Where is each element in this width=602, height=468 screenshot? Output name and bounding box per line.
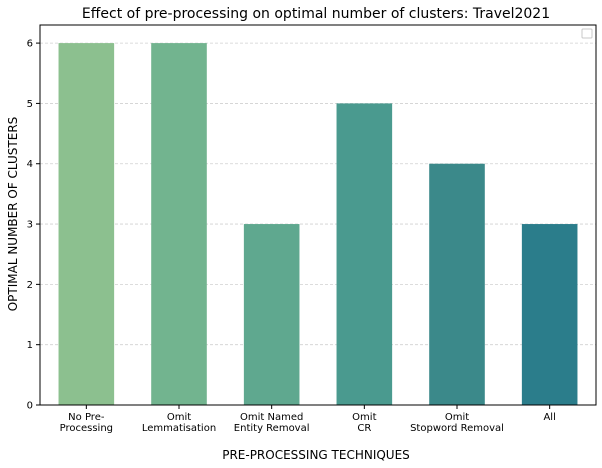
- x-tick-label: Omit CR: [352, 412, 376, 434]
- y-tick-label: 5: [27, 99, 33, 110]
- y-tick-label: 4: [27, 159, 33, 170]
- plot-frame: [39, 24, 597, 406]
- y-axis-label: OPTIMAL NUMBER OF CLUSTERS: [6, 117, 20, 312]
- bar: [58, 43, 115, 405]
- x-tick-label: Omit Named Entity Removal: [234, 412, 310, 434]
- y-tick-label: 3: [27, 220, 33, 231]
- x-tick-label: All: [543, 412, 555, 423]
- y-tick-label: 6: [27, 39, 33, 50]
- bar: [521, 224, 578, 405]
- grid-lines: [40, 42, 596, 346]
- chart-title: Effect of pre-processing on optimal numb…: [82, 6, 550, 22]
- y-ticks: 0 1 2 3 4 5 6: [27, 39, 40, 412]
- bar: [429, 163, 485, 405]
- x-tick-label: Omit Stopword Removal: [410, 412, 504, 434]
- x-tick-label: Omit Lemmatisation: [142, 412, 216, 434]
- x-ticks: No Pre-Processing Omit Lemmatisation Omit N…: [60, 405, 556, 434]
- bars: [58, 43, 578, 406]
- bar: [243, 224, 300, 405]
- x-axis-label: PRE-PROCESSING TECHNIQUES: [222, 448, 410, 462]
- legend-box: [581, 28, 593, 39]
- bar: [336, 103, 393, 406]
- y-tick-label: 1: [27, 340, 33, 351]
- y-tick-label: 2: [27, 280, 33, 291]
- y-tick-label: 0: [27, 401, 33, 412]
- bar: [151, 43, 207, 405]
- x-tick-label: No Pre-Processing: [60, 412, 113, 434]
